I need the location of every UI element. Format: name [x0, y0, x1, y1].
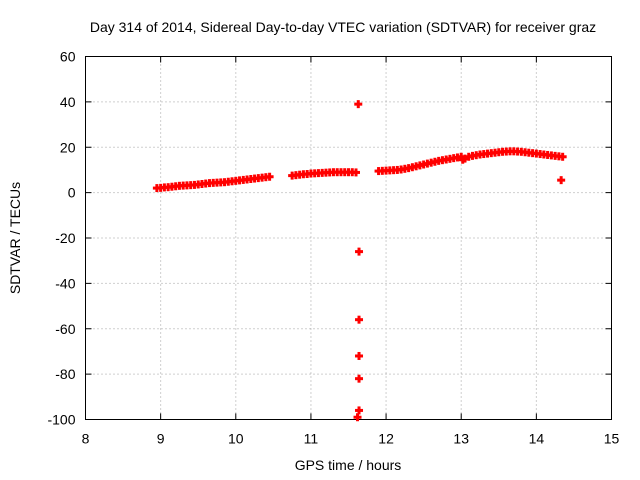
y-tick-label: 40: [60, 94, 76, 110]
data-point: [355, 315, 364, 324]
axis-ticks: [85, 56, 612, 420]
data-point: [355, 247, 364, 256]
x-tick-labels: 8 9 10 11 12 13 14 15: [82, 431, 620, 447]
data-point: [352, 168, 361, 177]
y-tick-labels: -100 -80 -60 -40 -20 0 20 40 60: [47, 49, 75, 428]
data-point: [355, 406, 364, 415]
grid-lines: [85, 56, 612, 420]
x-tick-label: 8: [82, 431, 90, 447]
y-tick-label: -20: [55, 230, 75, 246]
y-tick-label: 20: [60, 139, 76, 155]
plot-frame: [85, 56, 612, 420]
data-points: [152, 100, 567, 422]
x-tick-label: 12: [378, 431, 394, 447]
x-tick-label: 11: [304, 431, 319, 447]
data-point: [558, 152, 567, 161]
data-point: [354, 100, 363, 109]
x-tick-label: 14: [529, 431, 545, 447]
x-tick-label: 10: [228, 431, 244, 447]
x-axis-label: GPS time / hours: [295, 457, 402, 473]
y-tick-label: -60: [55, 321, 75, 337]
data-point: [265, 172, 274, 181]
y-tick-label: 60: [60, 49, 76, 65]
chart-title: Day 314 of 2014, Sidereal Day-to-day VTE…: [90, 19, 596, 35]
data-point: [355, 374, 364, 383]
y-axis-label: SDTVAR / TECUs: [7, 182, 23, 294]
y-tick-label: -40: [55, 275, 75, 291]
data-point: [557, 176, 566, 185]
data-point: [355, 351, 364, 360]
data-point: [353, 413, 362, 422]
x-tick-label: 15: [604, 431, 620, 447]
y-tick-label: -80: [55, 366, 75, 382]
x-tick-label: 9: [157, 431, 165, 447]
y-tick-label: -100: [47, 412, 75, 428]
x-tick-label: 13: [453, 431, 469, 447]
y-tick-label: 0: [68, 185, 76, 201]
